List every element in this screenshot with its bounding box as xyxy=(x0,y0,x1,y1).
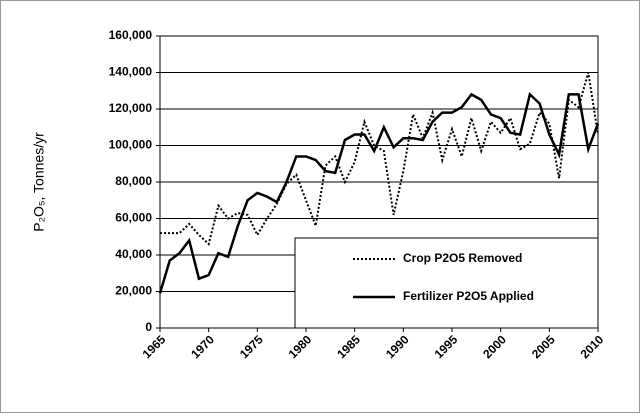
y-axis-label: P₂O₅, Tonnes/yr xyxy=(31,132,47,232)
y-tick-label: 120,000 xyxy=(109,101,153,115)
series-line xyxy=(158,92,600,294)
series-line xyxy=(160,72,599,246)
y-tick-label: 80,000 xyxy=(115,174,152,188)
legend-label: Crop P2O5 Removed xyxy=(403,251,522,265)
y-tick-label: 100,000 xyxy=(109,138,153,152)
legend-box xyxy=(294,237,599,329)
y-tick-label: 40,000 xyxy=(115,247,152,261)
legend-label: Fertilizer P2O5 Applied xyxy=(403,289,534,303)
y-tick-label: 20,000 xyxy=(115,284,152,298)
y-tick-label: 140,000 xyxy=(109,65,153,79)
y-tick-label: 60,000 xyxy=(115,211,152,225)
y-tick-label: 160,000 xyxy=(109,28,153,42)
y-tick-label: 0 xyxy=(145,320,152,334)
